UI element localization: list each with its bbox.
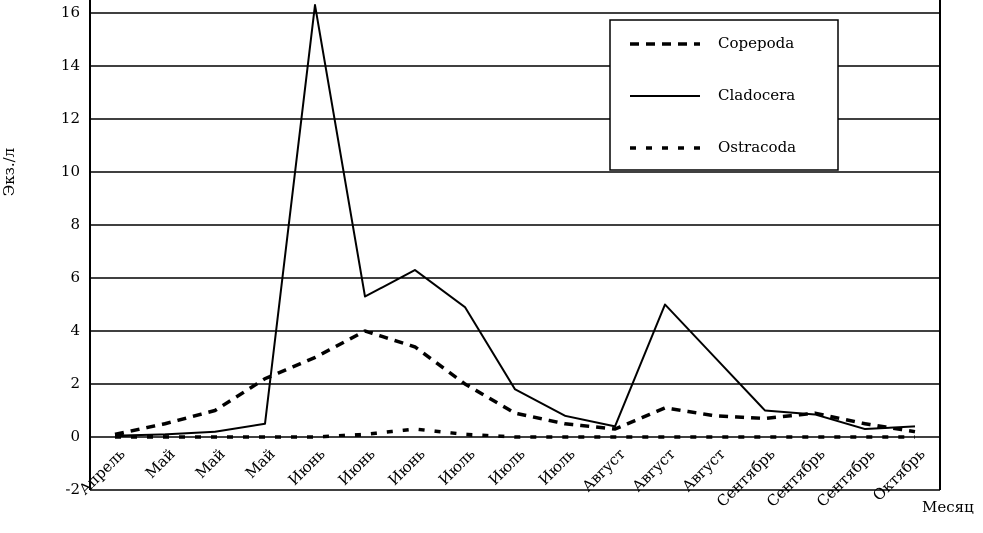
y-tick-label: 12 xyxy=(61,109,80,127)
x-tick-label: Август xyxy=(578,445,628,495)
legend-label: Cladocera xyxy=(718,86,795,104)
x-tick-label: Август xyxy=(678,445,728,495)
series-line xyxy=(114,4,916,437)
x-tick-label: Май xyxy=(192,445,229,482)
legend-label: Copepoda xyxy=(718,34,794,52)
y-tick-label: 6 xyxy=(70,268,80,286)
series-line xyxy=(114,329,916,437)
y-tick-label: 10 xyxy=(61,162,80,180)
x-tick-label: Май xyxy=(142,445,179,482)
x-tick-label: Июль xyxy=(535,445,579,489)
y-tick-label: 4 xyxy=(70,321,80,339)
legend-label: Ostracoda xyxy=(718,138,796,156)
y-axis-label: Экз./л xyxy=(0,148,18,196)
y-tick-label: 8 xyxy=(70,215,80,233)
y-tick-label: 14 xyxy=(61,56,80,74)
x-tick-label: Июнь xyxy=(385,445,429,489)
x-axis-label: Месяц xyxy=(922,498,974,516)
y-tick-label: 2 xyxy=(70,374,80,392)
x-tick-label: Июль xyxy=(485,445,529,489)
x-tick-label: Октябрь xyxy=(869,445,929,505)
x-tick-label: Июль xyxy=(435,445,479,489)
y-tick-label: -2 xyxy=(65,480,80,498)
x-tick-label: Июнь xyxy=(285,445,329,489)
x-tick-label: Август xyxy=(628,445,678,495)
series-line xyxy=(115,427,915,439)
x-tick-label: Май xyxy=(242,445,279,482)
y-tick-label: 16 xyxy=(61,3,80,21)
x-tick-label: Июнь xyxy=(335,445,379,489)
y-tick-label: 0 xyxy=(70,427,80,445)
